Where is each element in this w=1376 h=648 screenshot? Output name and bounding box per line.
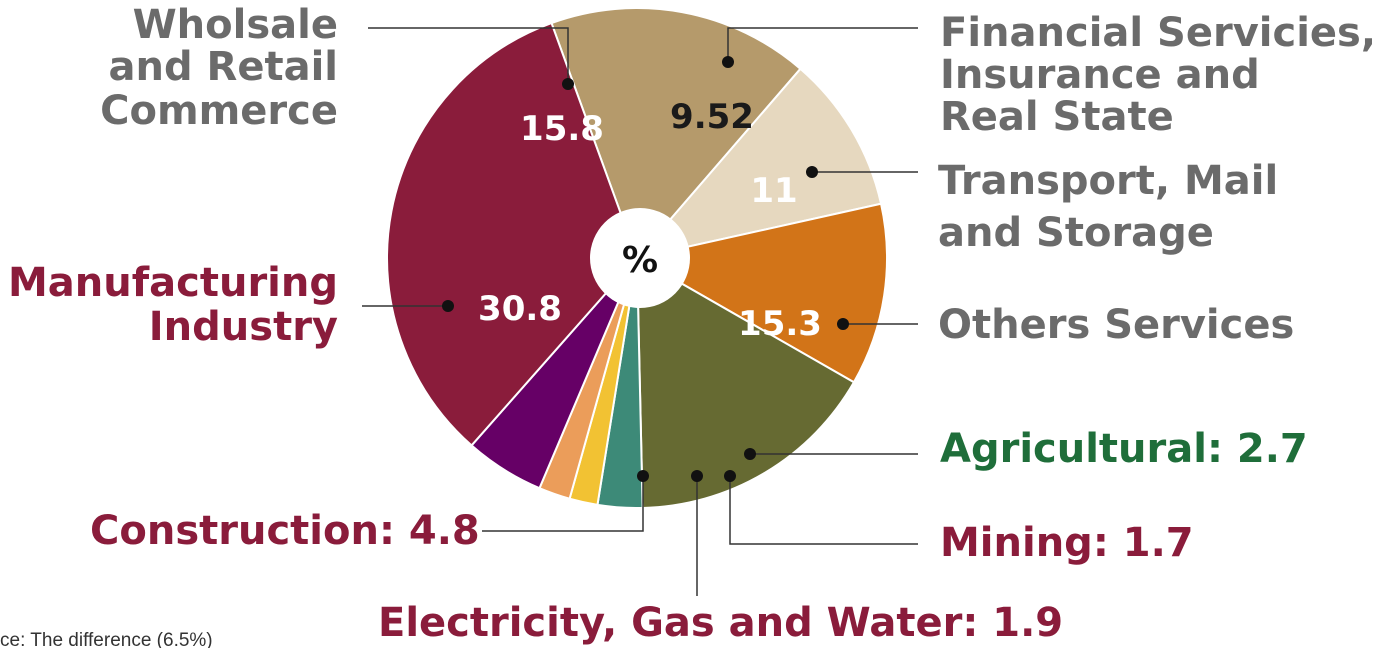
leader-line-mining	[729, 476, 918, 545]
category-label-construction: Construction: 4.8	[90, 508, 480, 554]
leader-line-wholesale	[368, 27, 569, 84]
category-label-electricity: Electricity, Gas and Water: 1.9	[378, 600, 1063, 646]
leader-dot-construction	[637, 470, 649, 482]
value-label-wholesale: 15.8	[520, 109, 604, 149]
leader-dot-manufacturing	[442, 300, 454, 312]
category-label-wholesale-line: Commerce	[100, 88, 338, 134]
leader-dot-others	[837, 318, 849, 330]
pie-slice-manufacturing-industry	[386, 21, 639, 447]
leader-dot-mining	[724, 470, 736, 482]
category-label-financial-line: Financial Servicies,	[940, 10, 1376, 56]
pie-slices	[386, 7, 888, 509]
value-label-manufacturing: 30.8	[478, 289, 562, 329]
pie-slice-others-services	[635, 256, 856, 509]
category-label-transport: Transport, Mail and Storage	[938, 158, 1278, 256]
category-label-manufacturing-line: Industry	[149, 304, 338, 350]
center-hole	[590, 208, 690, 308]
category-label-manufacturing: Manufacturing Industry	[8, 260, 338, 350]
leader-dot-financial	[722, 56, 734, 68]
value-label-financial: 9.52	[670, 97, 754, 137]
value-label-transport: 11	[750, 171, 797, 211]
pie-slice-financial-servicies-insurance-and-real-state	[634, 67, 883, 260]
leader-dot-transport	[806, 166, 818, 178]
category-label-transport-line: Transport, Mail	[938, 158, 1278, 204]
category-label-mining: Mining: 1.7	[940, 520, 1194, 566]
category-label-others: Others Services	[938, 302, 1294, 348]
leader-dot-electricity	[691, 470, 703, 482]
footnote: ce: The difference (6.5%)	[0, 630, 213, 648]
leader-lines	[362, 27, 918, 596]
category-label-manufacturing-line: Manufacturing	[8, 260, 338, 306]
pie-slice-wholsale-and-retail-commerce	[550, 7, 802, 260]
category-label-financial-line: Real State	[940, 94, 1174, 140]
category-label-agricultural: Agricultural: 2.7	[940, 426, 1308, 472]
category-label-financial-line: Insurance and	[940, 52, 1260, 98]
leader-line-construction	[482, 476, 644, 532]
category-label-wholesale: Wholsale and Retail Commerce	[100, 2, 338, 134]
leader-dot-agricultural	[744, 448, 756, 460]
leader-dot-wholesale	[562, 78, 574, 90]
center-label: %	[622, 240, 658, 281]
category-label-wholesale-line: and Retail	[109, 44, 339, 90]
pie-slice-transport-mail-and-storage	[634, 202, 888, 384]
category-label-transport-line: and Storage	[938, 210, 1214, 256]
category-label-financial: Financial Servicies, Insurance and Real …	[940, 10, 1376, 140]
category-label-wholesale-line: Wholsale	[133, 2, 338, 48]
value-label-others: 15.3	[738, 304, 822, 344]
leader-line-financial	[727, 27, 918, 62]
